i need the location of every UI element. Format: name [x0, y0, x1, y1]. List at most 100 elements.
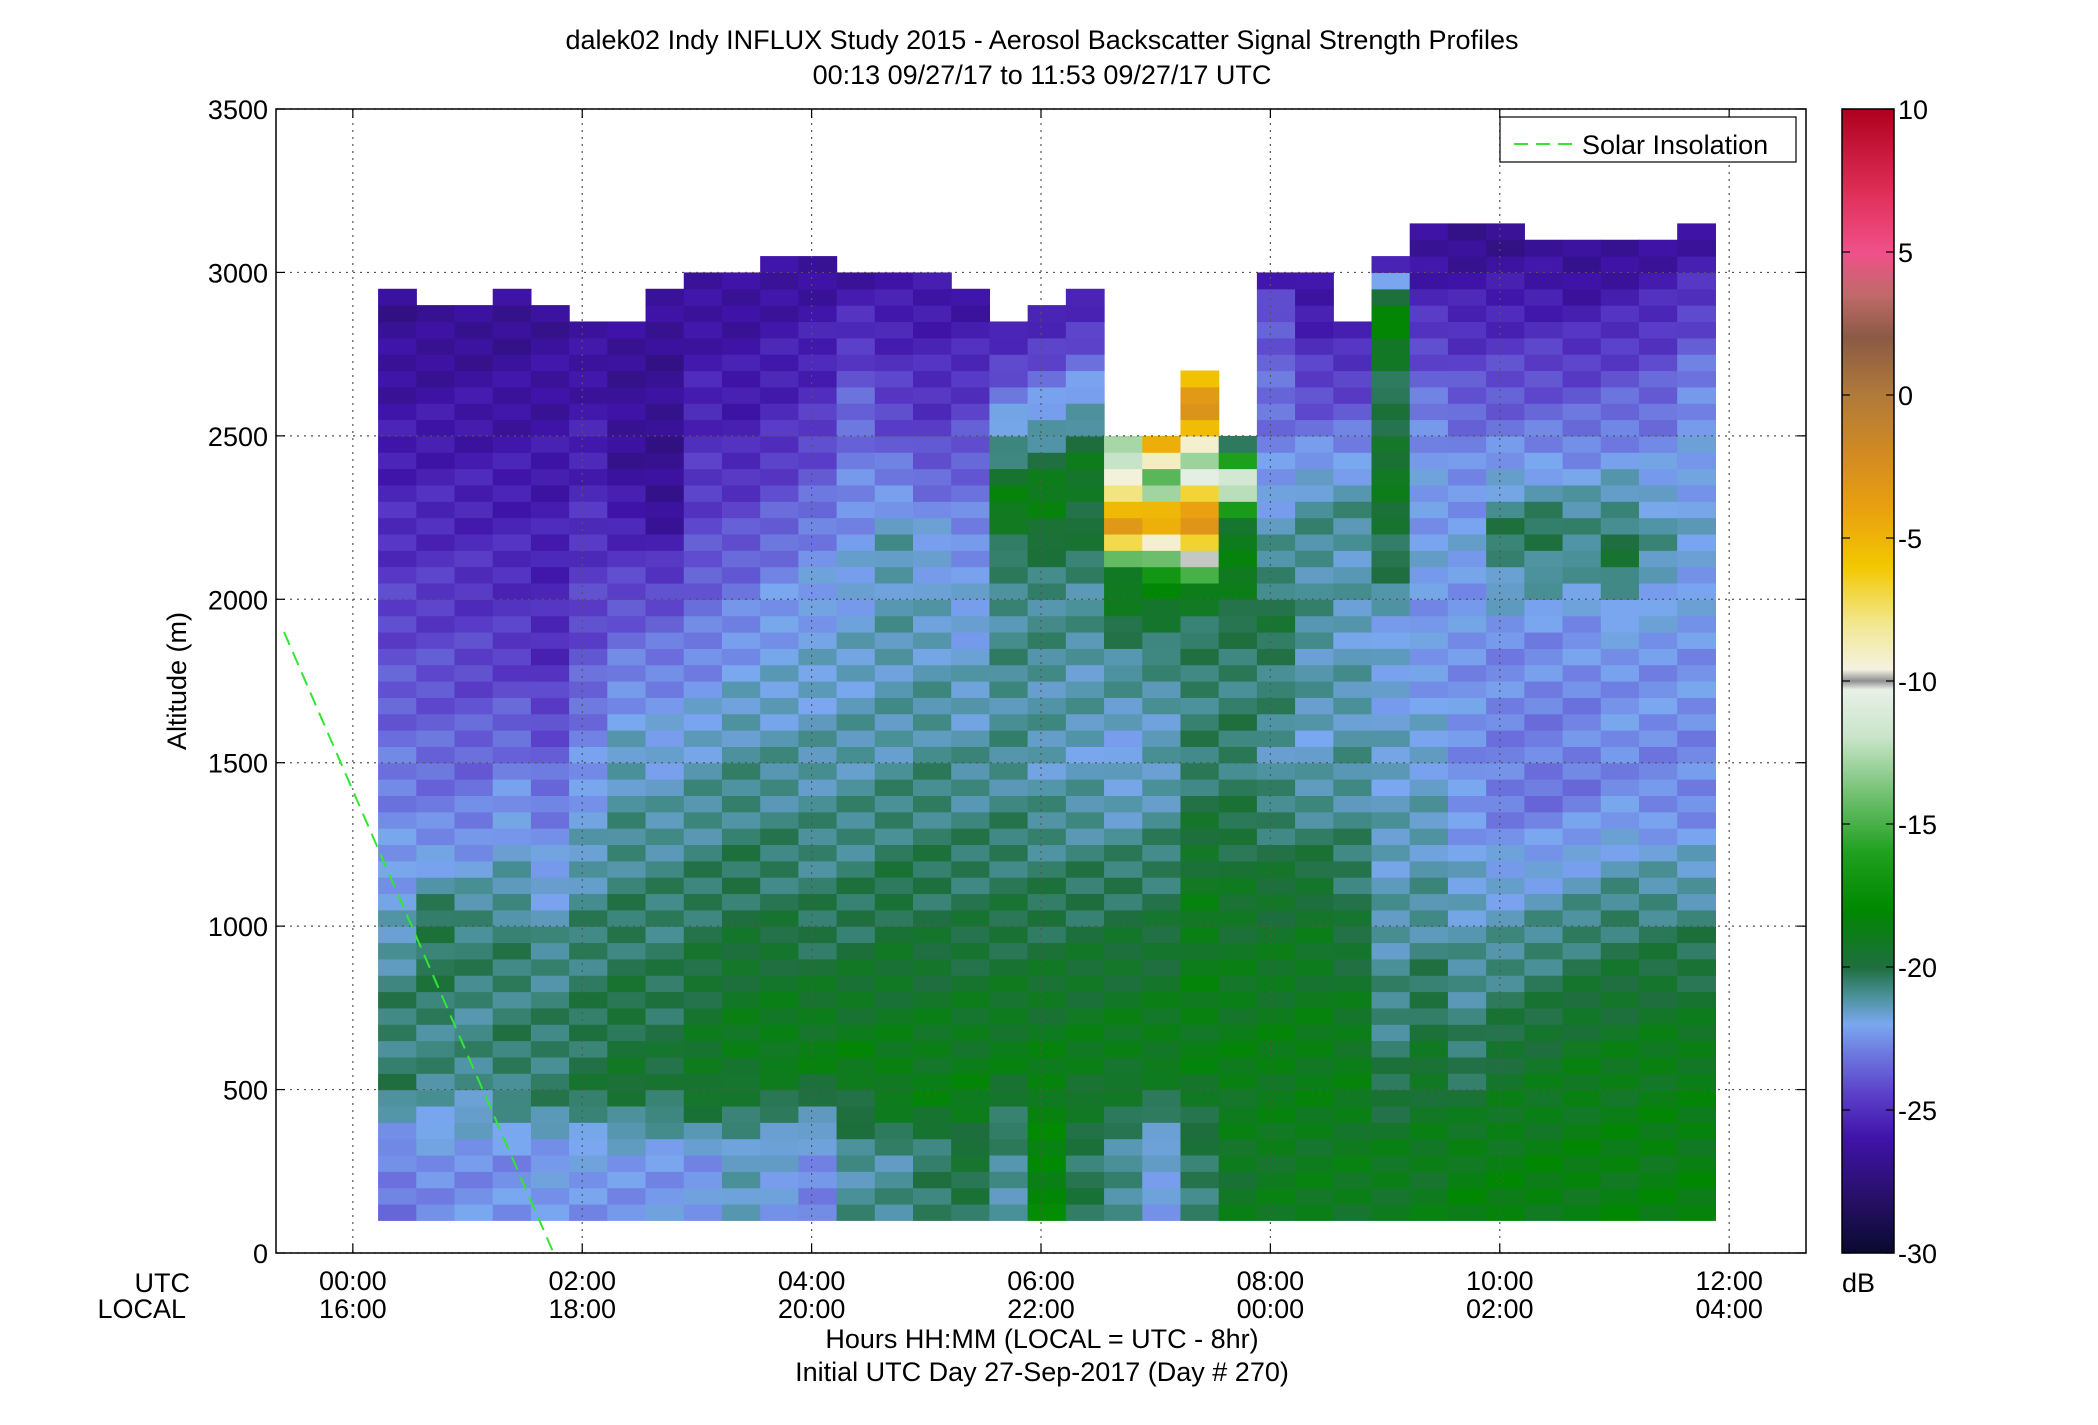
heatmap-cell: [913, 746, 952, 764]
heatmap-cell: [1218, 582, 1258, 600]
heatmap-cell: [836, 272, 876, 290]
heatmap-cell: [721, 484, 761, 502]
heatmap-cell: [836, 631, 876, 649]
heatmap-cell: [836, 1056, 876, 1074]
heatmap-cell: [1065, 1154, 1105, 1172]
heatmap-cell: [1409, 484, 1449, 502]
heatmap-cell: [760, 1122, 799, 1140]
heatmap-cell: [1256, 664, 1296, 682]
heatmap-cell: [951, 1007, 991, 1025]
heatmap-cell: [1218, 1089, 1258, 1107]
heatmap-cell: [1447, 1122, 1487, 1140]
heatmap-cell: [1486, 239, 1525, 257]
heatmap-cell: [1524, 746, 1564, 764]
heatmap-cell: [798, 484, 838, 502]
heatmap-cell: [951, 648, 991, 666]
heatmap-cell: [454, 860, 494, 878]
heatmap-cell: [492, 1138, 532, 1156]
heatmap-cell: [1142, 435, 1182, 453]
heatmap-cell: [1295, 942, 1334, 960]
heatmap-cell: [1447, 599, 1487, 617]
heatmap-cell: [1065, 1138, 1105, 1156]
heatmap-cell: [1027, 746, 1067, 764]
heatmap-cell: [760, 877, 799, 895]
heatmap-cell: [1180, 566, 1220, 584]
heatmap-cell: [721, 811, 761, 829]
heatmap-cell: [1409, 664, 1449, 682]
heatmap-cell: [454, 1056, 494, 1074]
heatmap-cell: [1562, 1040, 1602, 1058]
heatmap-cell: [492, 370, 532, 388]
heatmap-cell: [416, 337, 456, 355]
heatmap-cell: [1600, 337, 1640, 355]
heatmap-cell: [836, 419, 876, 437]
heatmap-cell: [416, 1007, 456, 1025]
heatmap-cell: [1562, 468, 1602, 486]
heatmap-cell: [1065, 1105, 1105, 1123]
heatmap-cell: [1638, 1056, 1678, 1074]
heatmap-cell: [913, 779, 952, 796]
heatmap-cell: [1295, 877, 1334, 895]
heatmap-cell: [454, 664, 494, 682]
heatmap-cell: [683, 1105, 723, 1123]
heatmap-cell: [1333, 713, 1373, 731]
heatmap-cell: [874, 926, 914, 944]
heatmap-cell: [416, 370, 456, 388]
heatmap-cell: [1409, 1007, 1449, 1025]
heatmap-cell: [798, 648, 838, 666]
heatmap-cell: [569, 484, 608, 502]
heatmap-cell: [1142, 1154, 1182, 1172]
heatmap-cell: [1638, 746, 1678, 764]
heatmap-cell: [607, 631, 647, 649]
heatmap-cell: [1409, 1056, 1449, 1074]
heatmap-cell: [760, 370, 799, 388]
heatmap-cell: [1600, 599, 1640, 617]
heatmap-cell: [416, 615, 456, 633]
heatmap-cell: [951, 1138, 991, 1156]
heatmap-cell: [607, 942, 647, 960]
heatmap-cell: [1447, 1089, 1487, 1107]
heatmap-cell: [1333, 860, 1373, 878]
heatmap-cell: [492, 484, 532, 502]
heatmap-cell: [569, 648, 608, 666]
heatmap-cell: [607, 975, 647, 993]
heatmap-cell: [1256, 631, 1296, 649]
heatmap-cell: [1409, 648, 1449, 666]
heatmap-cell: [1256, 1138, 1296, 1156]
heatmap-cell: [1638, 991, 1678, 1009]
heatmap-cell: [1524, 909, 1564, 927]
heatmap-cell: [836, 664, 876, 682]
heatmap-cell: [569, 877, 608, 895]
heatmap-cell: [874, 1105, 914, 1123]
heatmap-cell: [1371, 386, 1411, 404]
heatmap-cell: [989, 664, 1029, 682]
heatmap-cell: [1065, 860, 1105, 878]
heatmap-cell: [1333, 1122, 1373, 1140]
heatmap-cell: [874, 909, 914, 927]
heatmap-cell: [454, 811, 494, 829]
x-tick-label-local: 00:00: [1237, 1294, 1305, 1324]
heatmap-cell: [874, 730, 914, 747]
heatmap-cell: [569, 746, 608, 764]
heatmap-cell: [1065, 1089, 1105, 1107]
heatmap-cell: [1371, 958, 1411, 976]
heatmap-cell: [1180, 1007, 1220, 1025]
heatmap-cell: [913, 1089, 952, 1107]
heatmap-cell: [1638, 256, 1678, 274]
heatmap-cell: [530, 337, 570, 355]
heatmap-cell: [1027, 370, 1067, 388]
heatmap-cell: [1486, 779, 1525, 796]
colorbar-unit: dB: [1842, 1268, 1875, 1298]
heatmap-cell: [1180, 403, 1220, 421]
heatmap-cell: [1065, 517, 1105, 535]
heatmap-cell: [989, 435, 1029, 453]
heatmap-cell: [378, 991, 417, 1009]
heatmap-cell: [798, 1024, 838, 1042]
heatmap-cell: [1333, 1056, 1373, 1074]
heatmap-cell: [1447, 746, 1487, 764]
heatmap-cell: [1027, 975, 1067, 993]
heatmap-cell: [913, 697, 952, 715]
heatmap-cell: [416, 1122, 456, 1140]
heatmap-cell: [1295, 828, 1334, 846]
